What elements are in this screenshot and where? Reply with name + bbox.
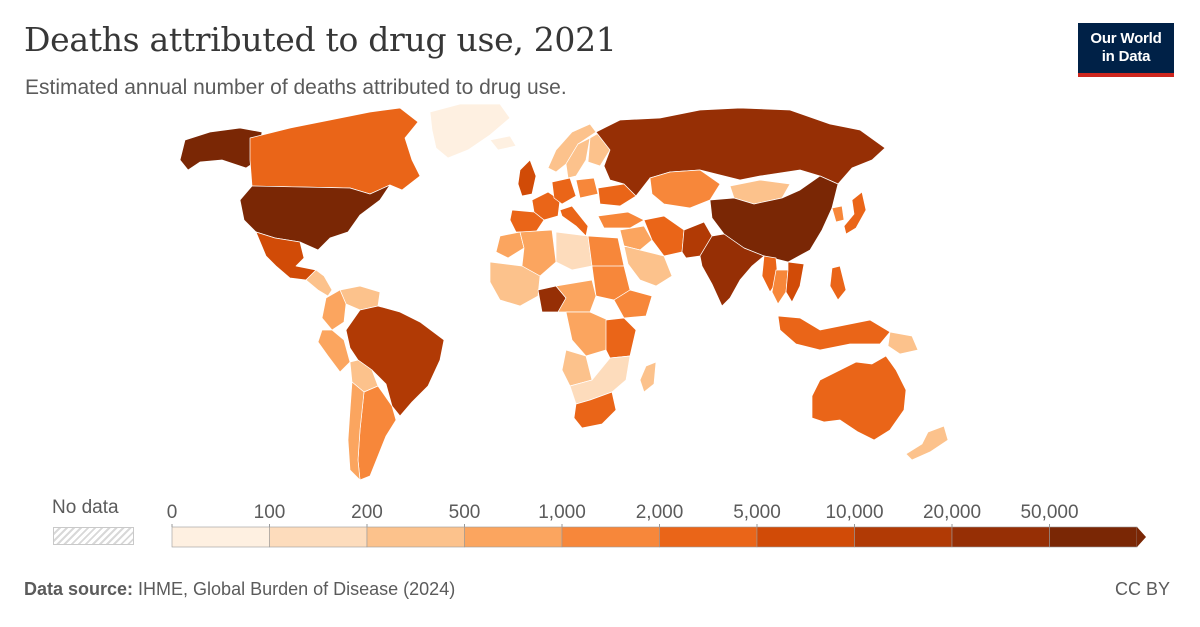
legend-bin[interactable] — [756, 526, 855, 548]
region-central-america[interactable] — [305, 269, 333, 297]
legend-tick-label: 10,000 — [825, 502, 883, 523]
region-italy[interactable] — [559, 205, 589, 237]
legend-arrow — [1137, 527, 1146, 547]
region-ethiopia[interactable] — [613, 289, 653, 319]
legend-bin[interactable] — [561, 526, 660, 548]
region-russia[interactable] — [595, 107, 886, 197]
region-united-kingdom[interactable] — [517, 159, 537, 197]
chart-title: Deaths attributed to drug use, 2021 — [24, 20, 617, 59]
legend-tick-label: 2,000 — [636, 502, 684, 523]
region-kazakhstan[interactable] — [649, 169, 721, 209]
region-colombia[interactable] — [321, 289, 347, 331]
data-source: Data source: IHME, Global Burden of Dise… — [24, 579, 455, 600]
legend-bin[interactable] — [269, 526, 368, 548]
region-indonesia[interactable] — [777, 315, 891, 351]
region-korea[interactable] — [831, 205, 845, 223]
region-middle-east[interactable] — [619, 225, 653, 251]
region-japan[interactable] — [843, 191, 867, 235]
region-madagascar[interactable] — [639, 361, 657, 393]
legend-tick-label: 20,000 — [923, 502, 981, 523]
region-vietnam[interactable] — [785, 261, 805, 303]
legend-bin[interactable] — [366, 526, 465, 548]
region-libya[interactable] — [555, 231, 593, 271]
region-chile[interactable] — [347, 381, 365, 481]
legend-bin[interactable] — [464, 526, 563, 548]
region-south-africa[interactable] — [573, 391, 617, 429]
logo-line-2: in Data — [1101, 48, 1151, 65]
region-dr-congo[interactable] — [565, 311, 609, 357]
legend-bin[interactable] — [951, 526, 1050, 548]
legend-bin[interactable] — [854, 526, 953, 548]
region-philippines[interactable] — [829, 265, 847, 301]
world-map — [179, 103, 949, 481]
legend-tick-label: 5,000 — [733, 502, 781, 523]
logo-line-1: Our World — [1090, 30, 1162, 47]
region-tanzania[interactable] — [605, 317, 637, 359]
legend-no-data-swatch — [53, 527, 134, 545]
region-papua-new-guinea[interactable] — [887, 331, 919, 355]
region-poland[interactable] — [575, 177, 599, 199]
region-morocco[interactable] — [495, 231, 525, 259]
data-source-label: Data source: — [24, 579, 134, 599]
region-united-states[interactable] — [239, 184, 391, 251]
region-australia[interactable] — [811, 355, 907, 441]
legend-bin[interactable] — [659, 526, 758, 548]
legend-bin[interactable] — [1049, 526, 1138, 548]
region-india[interactable] — [699, 233, 765, 307]
region-iceland[interactable] — [489, 135, 517, 151]
legend-no-data-label: No data — [52, 497, 119, 518]
color-legend: 0 100 200 500 1,000 2,000 5,000 10,000 20,000 50,… — [167, 502, 1146, 548]
license[interactable]: CC BY — [1114, 579, 1170, 599]
region-greenland[interactable] — [429, 103, 511, 159]
legend-bin[interactable] — [171, 526, 270, 548]
legend-tick-label: 100 — [254, 502, 286, 523]
region-alaska[interactable] — [179, 127, 263, 171]
region-thailand[interactable] — [771, 269, 789, 305]
data-source-text[interactable]: IHME, Global Burden of Disease (2024) — [133, 579, 456, 599]
legend-tick-label: 50,000 — [1020, 502, 1078, 523]
region-egypt[interactable] — [587, 235, 625, 269]
legend-tick-label: 0 — [167, 502, 178, 523]
region-turkey[interactable] — [597, 211, 645, 229]
region-germany[interactable] — [551, 177, 577, 205]
region-canada[interactable] — [249, 107, 421, 195]
legend-tick-label: 200 — [351, 502, 383, 523]
region-west-africa[interactable] — [489, 261, 541, 307]
legend-tick-label: 500 — [449, 502, 481, 523]
region-new-zealand[interactable] — [905, 425, 949, 461]
legend-tick-label: 1,000 — [538, 502, 586, 523]
region-sweden[interactable] — [565, 137, 591, 179]
region-saudi-arabia[interactable] — [623, 245, 673, 287]
chart-subtitle: Estimated annual number of deaths attrib… — [25, 76, 567, 99]
region-peru[interactable] — [317, 329, 351, 373]
region-ukraine[interactable] — [597, 183, 637, 207]
owid-logo[interactable]: Our World in Data — [1078, 23, 1174, 77]
